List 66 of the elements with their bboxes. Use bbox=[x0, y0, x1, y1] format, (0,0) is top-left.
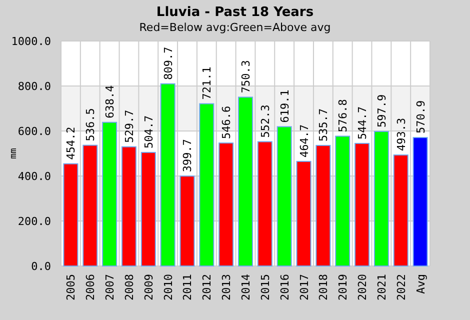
x-tick-label: 2021 bbox=[375, 274, 388, 300]
y-tick-label: 200.0 bbox=[18, 215, 51, 228]
bar bbox=[412, 137, 428, 266]
y-tick-label: 1000.0 bbox=[11, 35, 51, 48]
y-tick-label: 600.0 bbox=[18, 125, 51, 138]
bar bbox=[63, 163, 78, 266]
bar bbox=[374, 130, 389, 266]
x-tick-label: Avg bbox=[414, 274, 428, 294]
data-label: 570.9 bbox=[414, 100, 428, 134]
bar bbox=[199, 103, 214, 266]
y-axis-title: mm bbox=[9, 148, 19, 159]
y-tick-label: 400.0 bbox=[18, 170, 51, 183]
bar bbox=[354, 142, 370, 266]
x-tick-label: 2013 bbox=[220, 274, 234, 300]
data-label: 546.6 bbox=[220, 106, 234, 140]
data-label: 536.5 bbox=[84, 108, 98, 142]
bar bbox=[316, 144, 331, 266]
data-label: 597.9 bbox=[375, 94, 388, 128]
bar bbox=[335, 136, 350, 266]
data-label: 399.7 bbox=[181, 138, 194, 172]
bar bbox=[82, 144, 98, 266]
bar bbox=[140, 152, 156, 266]
data-label: 544.7 bbox=[356, 106, 370, 140]
x-tick-label: 2005 bbox=[64, 274, 78, 300]
chart-title: Lluvia - Past 18 Years bbox=[156, 5, 314, 20]
bar bbox=[393, 154, 408, 266]
x-tick-label: 2006 bbox=[84, 274, 98, 300]
y-tick-label: 800.0 bbox=[18, 80, 51, 93]
data-label: 464.7 bbox=[298, 124, 311, 158]
bar bbox=[102, 122, 118, 266]
data-label: 454.2 bbox=[64, 126, 78, 160]
x-tick-label: 2018 bbox=[317, 274, 330, 300]
bar bbox=[296, 160, 312, 266]
bar bbox=[276, 126, 292, 266]
bar bbox=[121, 146, 136, 266]
x-tick-label: 2020 bbox=[356, 274, 370, 300]
data-label: 535.7 bbox=[317, 108, 330, 142]
x-tick-label: 2016 bbox=[278, 274, 292, 300]
x-tick-label: 2009 bbox=[142, 274, 156, 300]
data-label: 504.7 bbox=[142, 115, 156, 148]
bar bbox=[218, 142, 234, 266]
x-tick-label: 2017 bbox=[298, 274, 311, 300]
x-tick-label: 2022 bbox=[394, 274, 408, 300]
bar bbox=[257, 141, 272, 266]
bar bbox=[160, 83, 176, 266]
data-label: 619.1 bbox=[278, 90, 292, 123]
x-tick-label: 2014 bbox=[240, 274, 252, 300]
data-label: 576.8 bbox=[336, 99, 350, 132]
x-tick-label: 2012 bbox=[200, 274, 214, 300]
data-label: 750.3 bbox=[240, 60, 252, 94]
data-label: 493.3 bbox=[394, 118, 408, 152]
x-tick-label: 2010 bbox=[162, 274, 175, 300]
x-tick-label: 2019 bbox=[336, 274, 350, 300]
data-label: 809.7 bbox=[162, 46, 175, 80]
data-label: 529.7 bbox=[122, 110, 136, 143]
data-label: 721.1 bbox=[200, 66, 214, 100]
bar bbox=[180, 176, 195, 266]
data-label: 638.4 bbox=[104, 84, 117, 118]
x-tick-label: 2015 bbox=[258, 274, 272, 300]
x-tick-label: 2011 bbox=[181, 274, 194, 300]
bar bbox=[238, 96, 253, 266]
x-tick-label: 2008 bbox=[122, 274, 136, 300]
data-label: 552.3 bbox=[258, 104, 272, 138]
y-tick-label: 0.0 bbox=[31, 260, 51, 273]
x-tick-label: 2007 bbox=[104, 274, 117, 300]
chart-subtitle: Red=Below avg:Green=Above avg bbox=[139, 21, 331, 34]
